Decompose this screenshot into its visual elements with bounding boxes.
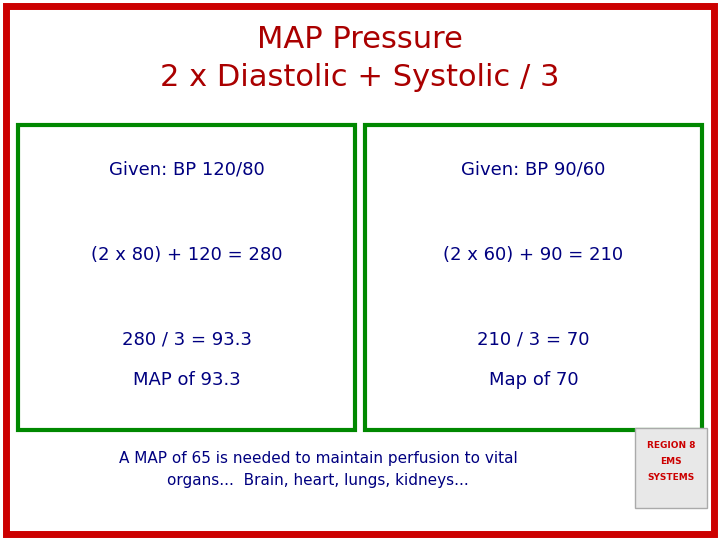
Text: REGION 8: REGION 8 [647, 442, 696, 450]
Text: 210 / 3 = 70: 210 / 3 = 70 [477, 331, 590, 349]
Text: organs...  Brain, heart, lungs, kidneys...: organs... Brain, heart, lungs, kidneys..… [167, 472, 469, 488]
Text: A MAP of 65 is needed to maintain perfusion to vital: A MAP of 65 is needed to maintain perfus… [119, 450, 518, 465]
FancyBboxPatch shape [365, 125, 702, 430]
Text: Given: BP 120/80: Given: BP 120/80 [109, 161, 264, 179]
Text: (2 x 60) + 90 = 210: (2 x 60) + 90 = 210 [444, 246, 624, 264]
FancyBboxPatch shape [6, 6, 714, 534]
Text: (2 x 80) + 120 = 280: (2 x 80) + 120 = 280 [91, 246, 282, 264]
Text: Map of 70: Map of 70 [489, 371, 578, 389]
Text: EMS: EMS [660, 457, 682, 467]
Text: 2 x Diastolic + Systolic / 3: 2 x Diastolic + Systolic / 3 [161, 63, 559, 91]
FancyBboxPatch shape [18, 125, 355, 430]
Text: SYSTEMS: SYSTEMS [647, 474, 695, 483]
Text: Given: BP 90/60: Given: BP 90/60 [462, 161, 606, 179]
FancyBboxPatch shape [635, 428, 707, 508]
Text: 280 / 3 = 93.3: 280 / 3 = 93.3 [122, 331, 251, 349]
Text: MAP Pressure: MAP Pressure [257, 25, 463, 55]
Text: MAP of 93.3: MAP of 93.3 [132, 371, 240, 389]
